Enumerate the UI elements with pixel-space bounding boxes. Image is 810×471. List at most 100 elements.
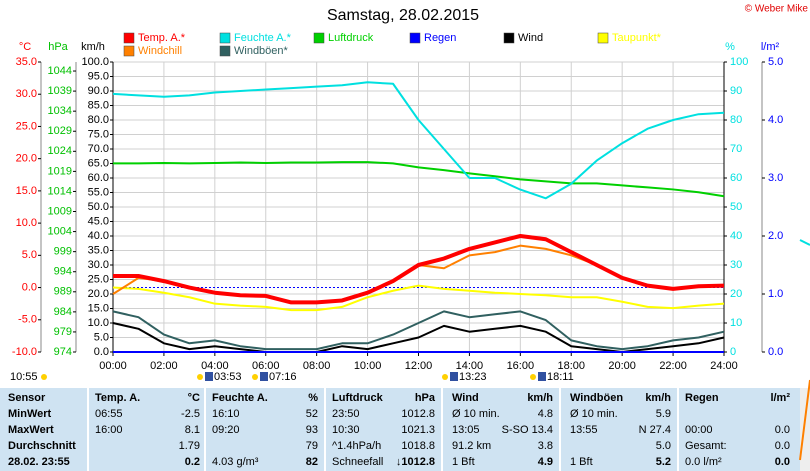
- y-tick-label: 0: [730, 346, 736, 358]
- axis-unit: hPa: [48, 41, 68, 53]
- table-cell: 1.79: [179, 440, 200, 452]
- y-tick-label: 30.0: [16, 88, 37, 100]
- x-tick-label: 12:00: [405, 360, 433, 372]
- y-tick-label: 1034: [48, 105, 72, 117]
- series-line: [112, 81, 725, 200]
- table-cell: °C: [188, 392, 200, 404]
- table-cell: km/h: [645, 392, 671, 404]
- table-cell: 79: [306, 440, 318, 452]
- table-cell: 82: [306, 456, 318, 468]
- y-tick-label: -10.0: [12, 346, 37, 358]
- marker-dot: [197, 374, 203, 380]
- y-tick-label: 90: [730, 85, 742, 97]
- table-cell: 5.2: [656, 456, 671, 468]
- table-cell: 4.03 g/m³: [212, 456, 259, 468]
- y-tick-label: 994: [54, 266, 72, 278]
- table-cell: MinWert: [8, 408, 52, 420]
- table-cell: Temp. A.: [95, 392, 140, 404]
- table-cell: Regen: [685, 392, 719, 404]
- legend-swatch: [409, 32, 421, 44]
- y-tick-label: 60.0: [88, 172, 109, 184]
- series-line: [112, 284, 725, 312]
- y-tick-label: 1009: [48, 205, 72, 217]
- marker-label: 13:23: [459, 371, 487, 383]
- table-cell: 1018.8: [401, 440, 435, 452]
- marker-label: 18:11: [547, 371, 574, 383]
- y-tick-label: 30: [730, 259, 742, 271]
- table-cell: 09:20: [212, 424, 240, 436]
- y-tick-label: 25.0: [16, 120, 37, 132]
- y-tick-label: 10: [730, 317, 742, 329]
- table-cell: 28.02. 23:55: [8, 456, 70, 468]
- x-tick-label: 16:00: [507, 360, 535, 372]
- chart-title: Samstag, 28.02.2015: [327, 7, 479, 24]
- y-tick-label: 1014: [48, 185, 72, 197]
- legend-label: Regen: [424, 32, 456, 44]
- table-cell: 0.0: [775, 456, 790, 468]
- x-tick-label: 02:00: [150, 360, 178, 372]
- axis-unit: %: [725, 41, 735, 53]
- legend-swatch: [219, 32, 231, 44]
- table-cell: 5.0: [656, 440, 671, 452]
- y-tick-label: 40: [730, 230, 742, 242]
- y-tick-label: 1004: [48, 225, 72, 237]
- x-tick-label: 24:00: [710, 360, 738, 372]
- y-tick-label: 80.0: [88, 114, 109, 126]
- y-tick-label: -5.0: [18, 314, 37, 326]
- table-background: [0, 388, 800, 471]
- table-cell: 4.9: [538, 456, 553, 468]
- table-cell: 16:10: [212, 408, 240, 420]
- table-cell: 0.2: [185, 456, 200, 468]
- table-cell: l/m²: [770, 392, 790, 404]
- y-tick-label: 55.0: [88, 186, 109, 198]
- marker-label: 10:55: [10, 371, 38, 383]
- table-cell: 1 Bft: [570, 456, 593, 468]
- legend-label: Feuchte A.*: [234, 32, 292, 44]
- y-tick-label: 10.0: [88, 317, 109, 329]
- y-tick-label: 989: [54, 286, 72, 298]
- table-cell: Wind: [452, 392, 479, 404]
- y-tick-label: 100: [730, 56, 748, 68]
- series-line: [112, 310, 725, 351]
- y-tick-label: 80: [730, 114, 742, 126]
- axis-unit: °C: [19, 41, 31, 53]
- grid: [112, 61, 725, 353]
- marker-dot: [252, 374, 258, 380]
- y-tick-label: 1.0: [768, 288, 783, 300]
- legend-label: Wind: [518, 32, 543, 44]
- y-tick-label: 984: [54, 306, 72, 318]
- y-tick-label: 70: [730, 143, 742, 155]
- table-cell: 00:00: [685, 424, 713, 436]
- y-tick-label: 1029: [48, 125, 72, 137]
- y-tick-label: 3.0: [768, 172, 783, 184]
- legend-swatch: [123, 32, 135, 44]
- y-tick-label: 0.0: [22, 281, 37, 293]
- y-tick-label: 1044: [48, 65, 72, 77]
- y-tick-label: 5.0: [94, 331, 109, 343]
- y-tick-label: 5.0: [22, 249, 37, 261]
- table-cell: Luftdruck: [332, 392, 384, 404]
- table-cell: N 27.4: [639, 424, 671, 436]
- table-cell: Sensor: [8, 392, 46, 404]
- table-cell: 23:50: [332, 408, 360, 420]
- axis-unit: km/h: [81, 41, 105, 53]
- y-tick-label: 5.0: [768, 56, 783, 68]
- y-tick-label: 35.0: [16, 56, 37, 68]
- x-tick-label: 22:00: [659, 360, 687, 372]
- table-cell: Ø 10 min.: [452, 408, 500, 420]
- legend-swatch: [219, 45, 231, 57]
- y-tick-label: 25.0: [88, 273, 109, 285]
- legend-label: Taupunkt*: [612, 32, 662, 44]
- y-tick-label: 1019: [48, 165, 72, 177]
- y-tick-label: 75.0: [88, 128, 109, 140]
- table-cell: 91.2 km: [452, 440, 491, 452]
- y-tick-label: 85.0: [88, 99, 109, 111]
- table-cell: Schneefall: [332, 456, 383, 468]
- x-tick-label: 10:00: [354, 360, 382, 372]
- y-tick-label: 0.0: [94, 346, 109, 358]
- y-tick-label: 4.0: [768, 114, 783, 126]
- table-cell: 13:05: [452, 424, 480, 436]
- marker-label: 03:53: [214, 371, 242, 383]
- legend-swatch: [503, 32, 515, 44]
- legend-label: Windböen*: [234, 45, 289, 57]
